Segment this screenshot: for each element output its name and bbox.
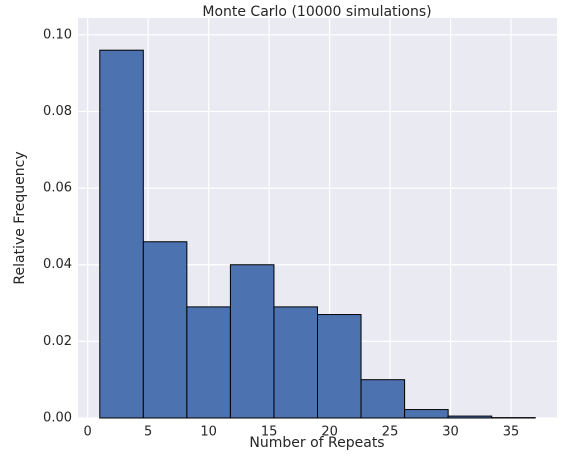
bar — [360, 379, 406, 419]
x-tick-label: 0 — [84, 425, 92, 440]
x-tick-label: 5 — [144, 425, 152, 440]
x-tick-label: 30 — [442, 425, 459, 440]
bar — [404, 409, 449, 419]
bar — [142, 241, 188, 419]
y-tick-label: 0.04 — [43, 257, 72, 272]
x-axis-label: Number of Repeats — [249, 435, 384, 451]
bar — [229, 264, 275, 419]
bar — [317, 314, 362, 419]
x-tick-label: 20 — [321, 425, 338, 440]
y-tick-label: 0.10 — [43, 27, 72, 42]
bar — [99, 49, 144, 419]
x-tick-label: 35 — [503, 425, 520, 440]
bar — [186, 306, 231, 419]
bar — [447, 415, 493, 419]
x-tick-label: 10 — [200, 425, 217, 440]
y-tick-label: 0.06 — [43, 181, 72, 196]
y-tick-label: 0.02 — [43, 334, 72, 349]
x-tick-label: 25 — [382, 425, 399, 440]
x-tick-label: 15 — [261, 425, 278, 440]
y-tick-label: 0.08 — [43, 104, 72, 119]
y-tick-label: 0.00 — [43, 411, 72, 426]
bar — [273, 306, 319, 419]
chart-title: Monte Carlo (10000 simulations) — [202, 4, 431, 20]
y-axis-label: Relative Frequency — [12, 151, 28, 284]
